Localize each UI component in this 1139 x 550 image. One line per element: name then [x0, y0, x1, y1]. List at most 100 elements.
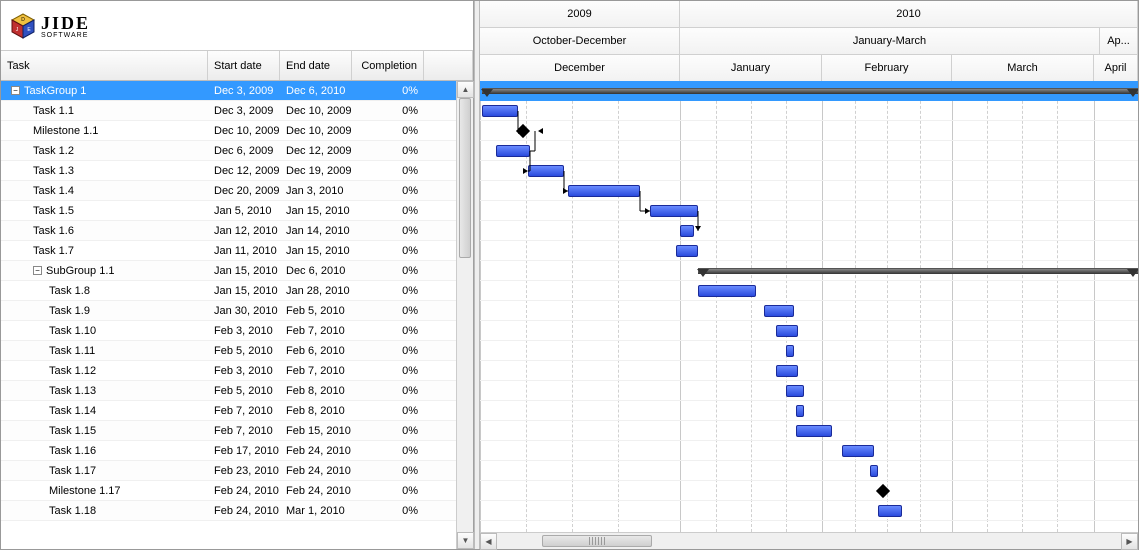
task-bar[interactable] — [796, 405, 804, 417]
table-row[interactable]: Task 1.16Feb 17, 2010Feb 24, 20100% — [1, 441, 473, 461]
gantt-row[interactable] — [480, 441, 1138, 461]
scroll-thumb-horizontal[interactable] — [542, 535, 652, 547]
col-header-start[interactable]: Start date — [208, 51, 280, 80]
task-name: Task 1.14 — [49, 405, 96, 417]
table-row[interactable]: Task 1.11Feb 5, 2010Feb 6, 20100% — [1, 341, 473, 361]
gantt-row[interactable] — [480, 281, 1138, 301]
timeline-cell[interactable]: December — [480, 55, 680, 81]
timeline-cell[interactable]: October-December — [480, 28, 680, 54]
timeline-cell[interactable]: March — [952, 55, 1094, 81]
col-header-end[interactable]: End date — [280, 51, 352, 80]
task-bar[interactable] — [496, 145, 530, 157]
table-row[interactable]: Task 1.1Dec 3, 2009Dec 10, 20090% — [1, 101, 473, 121]
gantt-row[interactable] — [480, 261, 1138, 281]
table-row[interactable]: Task 1.18Feb 24, 2010Mar 1, 20100% — [1, 501, 473, 521]
timeline-cell[interactable]: 2009 — [480, 1, 680, 27]
scroll-up-button[interactable]: ▲ — [457, 81, 474, 98]
task-bar[interactable] — [650, 205, 698, 217]
scroll-down-button[interactable]: ▼ — [457, 532, 474, 549]
scroll-left-button[interactable]: ◀ — [480, 533, 497, 550]
table-row[interactable]: Task 1.13Feb 5, 2010Feb 8, 20100% — [1, 381, 473, 401]
gantt-row[interactable] — [480, 481, 1138, 501]
timeline-cell[interactable]: April — [1094, 55, 1138, 81]
table-row[interactable]: Milestone 1.17Feb 24, 2010Feb 24, 20100% — [1, 481, 473, 501]
table-row[interactable]: Task 1.3Dec 12, 2009Dec 19, 20090% — [1, 161, 473, 181]
gantt-row[interactable] — [480, 181, 1138, 201]
task-bar[interactable] — [698, 285, 756, 297]
col-header-task[interactable]: Task — [1, 51, 208, 80]
task-start: Dec 12, 2009 — [208, 165, 280, 177]
task-name: Task 1.18 — [49, 505, 96, 517]
timeline-cell[interactable]: January — [680, 55, 822, 81]
table-row[interactable]: Task 1.14Feb 7, 2010Feb 8, 20100% — [1, 401, 473, 421]
task-end: Feb 7, 2010 — [280, 365, 352, 377]
gantt-row[interactable] — [480, 141, 1138, 161]
task-bar[interactable] — [878, 505, 902, 517]
task-bar[interactable] — [786, 345, 794, 357]
task-bar[interactable] — [680, 225, 694, 237]
scroll-right-button[interactable]: ▶ — [1121, 533, 1138, 550]
task-end: Dec 10, 2009 — [280, 125, 352, 137]
timeline-cell[interactable]: January-March — [680, 28, 1100, 54]
gantt-row[interactable] — [480, 401, 1138, 421]
gantt-row[interactable] — [480, 461, 1138, 481]
table-row[interactable]: Task 1.4Dec 20, 2009Jan 3, 20100% — [1, 181, 473, 201]
task-bar[interactable] — [786, 385, 804, 397]
table-row[interactable]: Task 1.17Feb 23, 2010Feb 24, 20100% — [1, 461, 473, 481]
gantt-row[interactable] — [480, 121, 1138, 141]
tree-toggle-icon[interactable]: − — [33, 266, 42, 275]
table-row[interactable]: Task 1.2Dec 6, 2009Dec 12, 20090% — [1, 141, 473, 161]
gantt-row[interactable] — [480, 241, 1138, 261]
task-bar[interactable] — [568, 185, 640, 197]
task-bar[interactable] — [764, 305, 794, 317]
col-header-completion[interactable]: Completion — [352, 51, 424, 80]
gantt-row[interactable] — [480, 81, 1138, 101]
task-completion: 0% — [352, 345, 424, 357]
gantt-chart[interactable] — [480, 81, 1138, 532]
timeline-cell[interactable]: February — [822, 55, 952, 81]
gantt-row[interactable] — [480, 501, 1138, 521]
task-bar[interactable] — [842, 445, 874, 457]
summary-bar[interactable] — [698, 268, 1138, 274]
table-row[interactable]: Task 1.6Jan 12, 2010Jan 14, 20100% — [1, 221, 473, 241]
horizontal-scrollbar[interactable]: ◀ ▶ — [480, 532, 1138, 549]
task-bar[interactable] — [676, 245, 698, 257]
table-row[interactable]: Milestone 1.1Dec 10, 2009Dec 10, 20090% — [1, 121, 473, 141]
gantt-row[interactable] — [480, 341, 1138, 361]
table-row[interactable]: Task 1.5Jan 5, 2010Jan 15, 20100% — [1, 201, 473, 221]
task-bar[interactable] — [482, 105, 518, 117]
task-bar[interactable] — [528, 165, 564, 177]
task-bar[interactable] — [776, 365, 798, 377]
gantt-row[interactable] — [480, 201, 1138, 221]
gantt-row[interactable] — [480, 421, 1138, 441]
gantt-row[interactable] — [480, 301, 1138, 321]
milestone-marker[interactable] — [876, 484, 890, 498]
timeline-cell[interactable]: 2010 — [680, 1, 1138, 27]
table-row[interactable]: −SubGroup 1.1Jan 15, 2010Dec 6, 20100% — [1, 261, 473, 281]
gantt-row[interactable] — [480, 361, 1138, 381]
table-row[interactable]: Task 1.15Feb 7, 2010Feb 15, 20100% — [1, 421, 473, 441]
tree-toggle-icon[interactable]: − — [11, 86, 20, 95]
table-row[interactable]: Task 1.10Feb 3, 2010Feb 7, 20100% — [1, 321, 473, 341]
task-completion: 0% — [352, 505, 424, 517]
gantt-row[interactable] — [480, 221, 1138, 241]
table-row[interactable]: −TaskGroup 1Dec 3, 2009Dec 6, 20100% — [1, 81, 473, 101]
task-bar[interactable] — [796, 425, 832, 437]
gantt-row[interactable] — [480, 381, 1138, 401]
summary-bar[interactable] — [482, 88, 1138, 94]
milestone-marker[interactable] — [516, 124, 530, 138]
vertical-scrollbar[interactable]: ▲ ▼ — [456, 81, 473, 549]
table-row[interactable]: Task 1.7Jan 11, 2010Jan 15, 20100% — [1, 241, 473, 261]
table-row[interactable]: Task 1.9Jan 30, 2010Feb 5, 20100% — [1, 301, 473, 321]
table-row[interactable]: Task 1.12Feb 3, 2010Feb 7, 20100% — [1, 361, 473, 381]
task-start: Dec 10, 2009 — [208, 125, 280, 137]
task-bar[interactable] — [870, 465, 878, 477]
scroll-thumb-vertical[interactable] — [459, 98, 471, 258]
gantt-row[interactable] — [480, 321, 1138, 341]
timeline-cell[interactable]: Ap... — [1100, 28, 1138, 54]
task-completion: 0% — [352, 245, 424, 257]
gantt-row[interactable] — [480, 161, 1138, 181]
gantt-row[interactable] — [480, 101, 1138, 121]
task-bar[interactable] — [776, 325, 798, 337]
table-row[interactable]: Task 1.8Jan 15, 2010Jan 28, 20100% — [1, 281, 473, 301]
